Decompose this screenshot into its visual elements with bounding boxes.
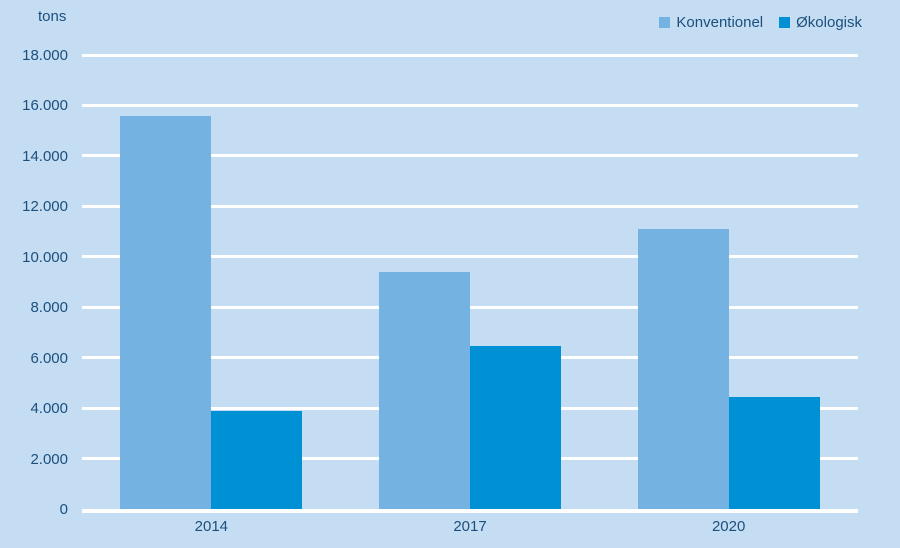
- gridline: [82, 255, 858, 259]
- y-tick-label: 6.000: [30, 349, 68, 367]
- bar-konventionel-2014: [120, 115, 212, 509]
- y-tick-label: 8.000: [30, 299, 68, 317]
- legend-swatch: [779, 17, 791, 28]
- y-tick-label: 16.000: [22, 97, 68, 115]
- bar--kologisk-2017: [470, 346, 561, 509]
- bar-konventionel-2017: [379, 271, 470, 509]
- y-tick-label: 0: [59, 501, 68, 518]
- y-tick-label: 12.000: [22, 198, 68, 216]
- gridline: [82, 305, 858, 309]
- gridline: [82, 154, 858, 158]
- y-tick-label: 2.000: [30, 450, 68, 468]
- y-tick-label: 14.000: [22, 147, 68, 165]
- gridline: [82, 103, 858, 107]
- y-tick-label: 18.000: [22, 47, 68, 64]
- y-tick-label: 10.000: [22, 248, 68, 266]
- bar--kologisk-2020: [728, 396, 820, 509]
- gridline: [82, 204, 858, 208]
- legend: Konventionel Økologisk: [659, 14, 862, 31]
- y-axis-unit-label: tons: [38, 8, 67, 25]
- legend-swatch: [659, 17, 671, 28]
- x-axis-line: [82, 509, 858, 513]
- legend-label: Økologisk: [796, 14, 862, 31]
- x-tick-label: 2017: [453, 518, 487, 535]
- legend-item--kologisk: Økologisk: [779, 14, 862, 31]
- bar--kologisk-2014: [211, 410, 303, 509]
- gridline: [82, 53, 858, 57]
- x-tick-label: 2014: [194, 518, 229, 535]
- bar-konventionel-2020: [637, 229, 729, 509]
- legend-item-konventionel: Konventionel: [659, 14, 763, 31]
- y-tick-label: 4.000: [30, 400, 68, 418]
- legend-label: Konventionel: [676, 14, 764, 31]
- x-tick-label: 2020: [711, 518, 746, 535]
